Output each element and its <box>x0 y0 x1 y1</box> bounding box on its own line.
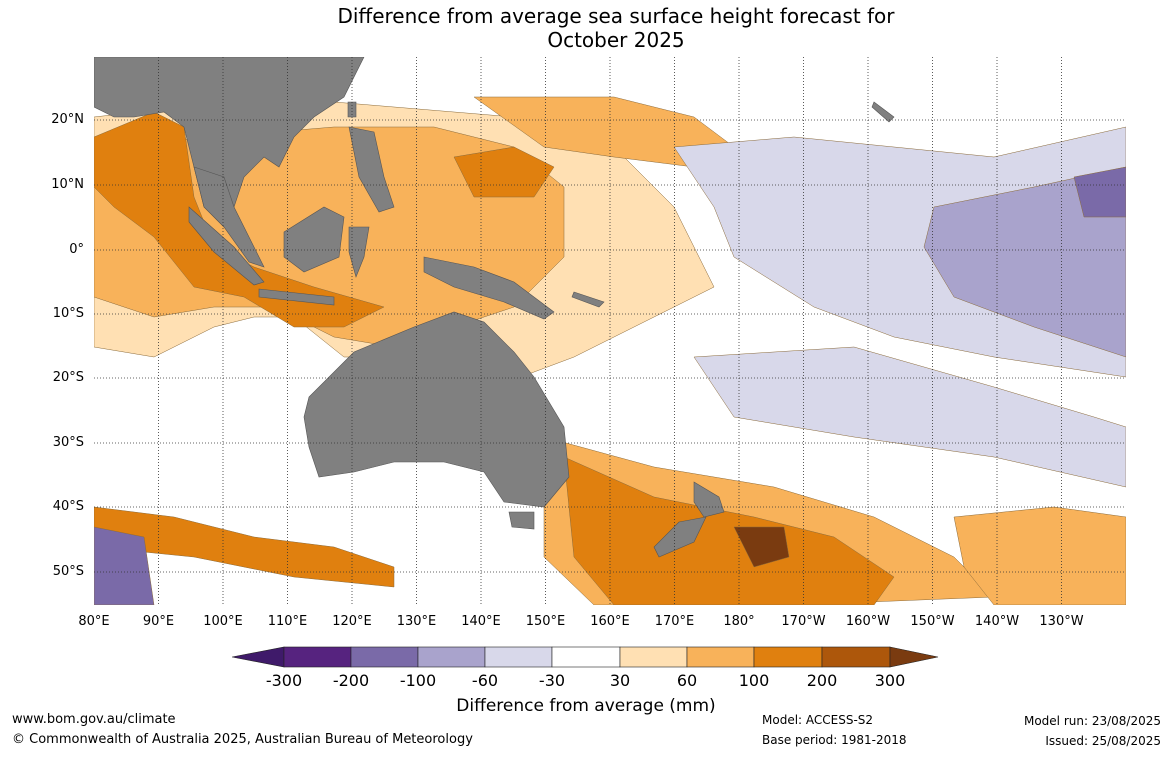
title-line-2: October 2025 <box>547 28 685 52</box>
lat-label: 10°S <box>52 306 84 321</box>
lon-label: 140°W <box>974 614 1020 629</box>
colorbar-swatch <box>551 646 621 668</box>
lon-label: 110°E <box>267 614 308 629</box>
lat-label: 30°S <box>52 435 84 450</box>
colorbar-tick-label: -200 <box>332 671 370 690</box>
anomaly-region-positive-south-max <box>733 526 790 568</box>
land-borneo <box>283 206 345 273</box>
base-period: Base period: 1981-2018 <box>762 733 907 747</box>
lon-label: 160°E <box>590 614 630 629</box>
land-new-zealand-north <box>693 481 725 518</box>
lon-label: 180° <box>723 614 755 629</box>
land-taiwan <box>347 101 357 118</box>
model-name: Model: ACCESS-S2 <box>762 713 874 727</box>
land-new-guinea <box>423 256 555 320</box>
lat-label: 20°N <box>51 112 84 127</box>
anomaly-region-negative-strong <box>1073 166 1126 218</box>
colorbar-swatch <box>484 646 553 668</box>
lon-label: 170°W <box>781 614 826 629</box>
lon-label: 150°W <box>910 614 955 629</box>
lon-label: 90°E <box>142 614 175 629</box>
lon-label: 160°W <box>845 614 891 629</box>
anomaly-region-positive-nwpac <box>453 146 555 198</box>
anomaly-region-negative-south-trop <box>693 346 1126 488</box>
colorbar-swatch <box>350 646 419 668</box>
anomaly-region-negative-mid <box>923 166 1126 358</box>
lon-label: 170°E <box>654 614 695 629</box>
bom-url: www.bom.gov.au/climate <box>12 712 176 727</box>
lon-label: 100°E <box>203 614 243 629</box>
land-hawaii <box>871 101 895 123</box>
sea-surface-height-map <box>94 57 1126 605</box>
colorbar-extend-low <box>232 646 285 668</box>
colorbar-tick-label: 30 <box>609 671 631 690</box>
colorbar-tick-label: -100 <box>399 671 437 690</box>
colorbar-title: Difference from average (mm) <box>456 696 716 716</box>
colorbar-swatch <box>753 646 823 668</box>
lon-label: 150°E <box>525 614 566 629</box>
land-sulawesi <box>348 226 370 278</box>
colorbar-swatch <box>619 646 688 668</box>
issued-date: Issued: 25/08/2025 <box>1045 734 1161 748</box>
colorbar-swatch <box>417 646 486 668</box>
lat-label: 10°N <box>51 177 84 192</box>
land-indochina-peninsula <box>193 166 265 268</box>
lat-label: 50°S <box>52 564 84 579</box>
anomaly-region-positive-strong <box>94 111 385 328</box>
colorbar-extend-high <box>889 646 939 668</box>
land <box>94 57 895 558</box>
colorbar-tick-label: -30 <box>538 671 566 690</box>
chart-title: Difference from average sea surface heig… <box>0 4 1173 52</box>
lon-label: 130°W <box>1039 614 1084 629</box>
title-line-1: Difference from average sea surface heig… <box>337 4 895 28</box>
land-philippines <box>348 126 395 213</box>
colorbar <box>232 646 939 668</box>
gridlines <box>94 57 1126 605</box>
lon-label: 80°E <box>78 614 110 629</box>
lat-label: 40°S <box>52 499 84 514</box>
land-new-zealand-south <box>653 516 707 558</box>
lon-label: 130°E <box>396 614 437 629</box>
anomaly-region-negative-sw <box>94 526 155 605</box>
lon-label: 120°E <box>332 614 372 629</box>
colorbar-swatch <box>686 646 755 668</box>
model-run-date: Model run: 23/08/2025 <box>1023 714 1161 728</box>
land-sumatra <box>188 206 265 286</box>
copyright-notice: © Commonwealth of Australia 2025, Austra… <box>12 732 473 747</box>
colorbar-tick-label: 300 <box>874 671 906 690</box>
colorbar-tick-label: 100 <box>738 671 770 690</box>
colorbar-swatch <box>283 646 352 668</box>
anomaly-region-positive-south-strong <box>563 456 895 605</box>
colorbar-tick-label: -60 <box>471 671 499 690</box>
land-tasmania <box>508 511 535 530</box>
colorbar-swatch <box>821 646 891 668</box>
land-solomon-islands <box>571 291 605 308</box>
colorbar-tick-label: 60 <box>676 671 698 690</box>
land-java <box>258 288 335 306</box>
colorbar-tick-label: 200 <box>806 671 838 690</box>
lat-label: 0° <box>69 242 84 257</box>
colorbar-tick-label: -300 <box>265 671 303 690</box>
lon-label: 140°E <box>461 614 501 629</box>
lat-label: 20°S <box>52 370 84 385</box>
